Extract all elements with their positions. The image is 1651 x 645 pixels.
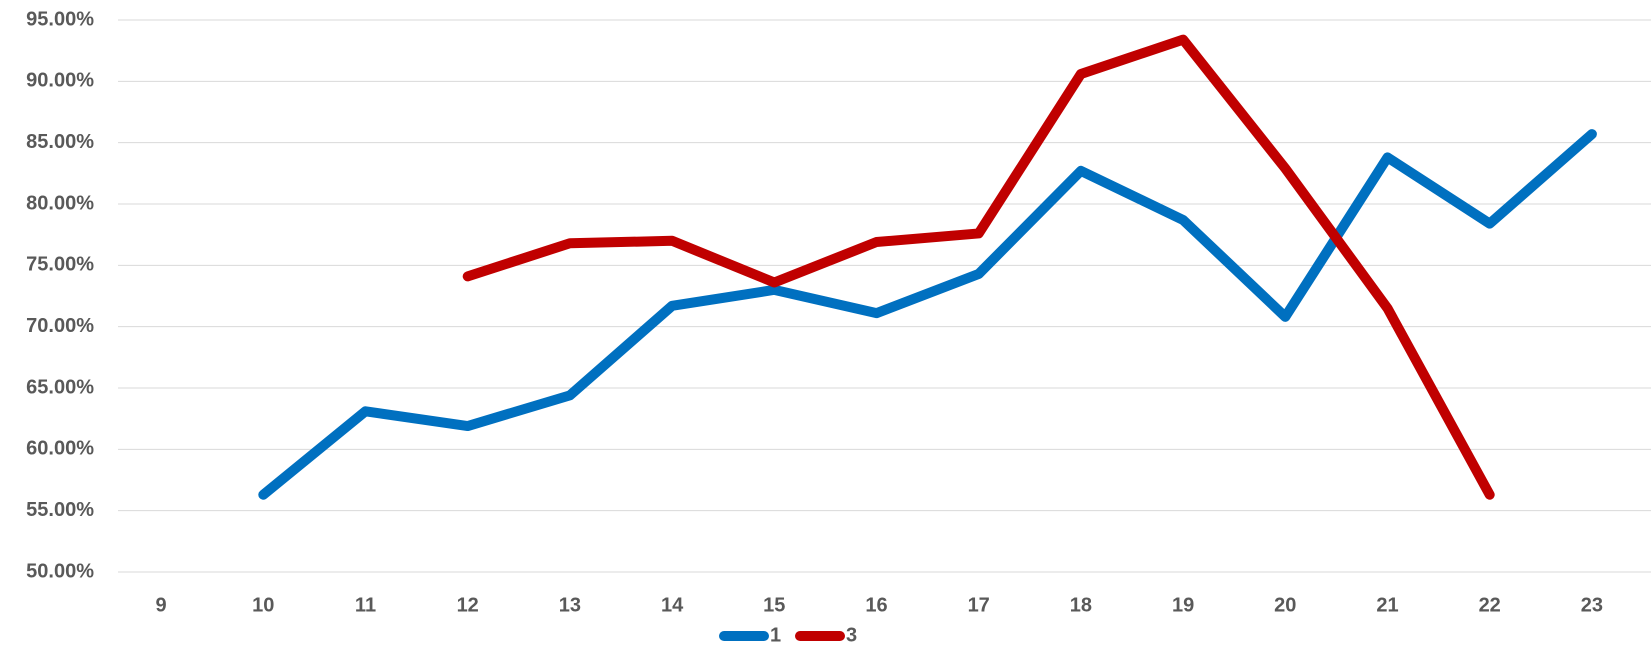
y-tick-label: 85.00% xyxy=(26,131,94,153)
x-tick-label: 16 xyxy=(865,594,887,616)
x-tick-label: 11 xyxy=(355,594,376,616)
y-tick-label: 55.00% xyxy=(26,499,94,521)
y-tick-label: 75.00% xyxy=(26,254,94,276)
x-tick-label: 17 xyxy=(968,594,990,616)
series-line xyxy=(462,34,1495,500)
y-tick-label: 80.00% xyxy=(26,192,94,214)
x-tick-label: 21 xyxy=(1376,594,1398,616)
y-tick-label: 60.00% xyxy=(26,438,94,460)
x-tick-label: 9 xyxy=(156,594,167,616)
y-tick-label: 70.00% xyxy=(26,315,94,337)
x-tick-label: 20 xyxy=(1274,594,1296,616)
y-tick-label: 90.00% xyxy=(26,70,94,92)
legend-label: 3 xyxy=(846,624,857,645)
x-tick-label: 18 xyxy=(1070,594,1092,616)
x-tick-label: 15 xyxy=(763,594,785,616)
y-tick-label: 50.00% xyxy=(26,560,94,582)
x-tick-label: 14 xyxy=(661,594,684,616)
y-tick-label: 65.00% xyxy=(26,376,94,398)
legend-label: 1 xyxy=(770,624,781,645)
y-tick-label: 95.00% xyxy=(26,8,94,30)
x-tick-label: 23 xyxy=(1581,594,1603,616)
x-tick-label: 19 xyxy=(1172,594,1194,616)
x-tick-label: 22 xyxy=(1479,594,1501,616)
x-tick-label: 13 xyxy=(559,594,581,616)
x-tick-label: 10 xyxy=(252,594,274,616)
x-tick-label: 12 xyxy=(457,594,479,616)
series-line xyxy=(258,129,1597,500)
